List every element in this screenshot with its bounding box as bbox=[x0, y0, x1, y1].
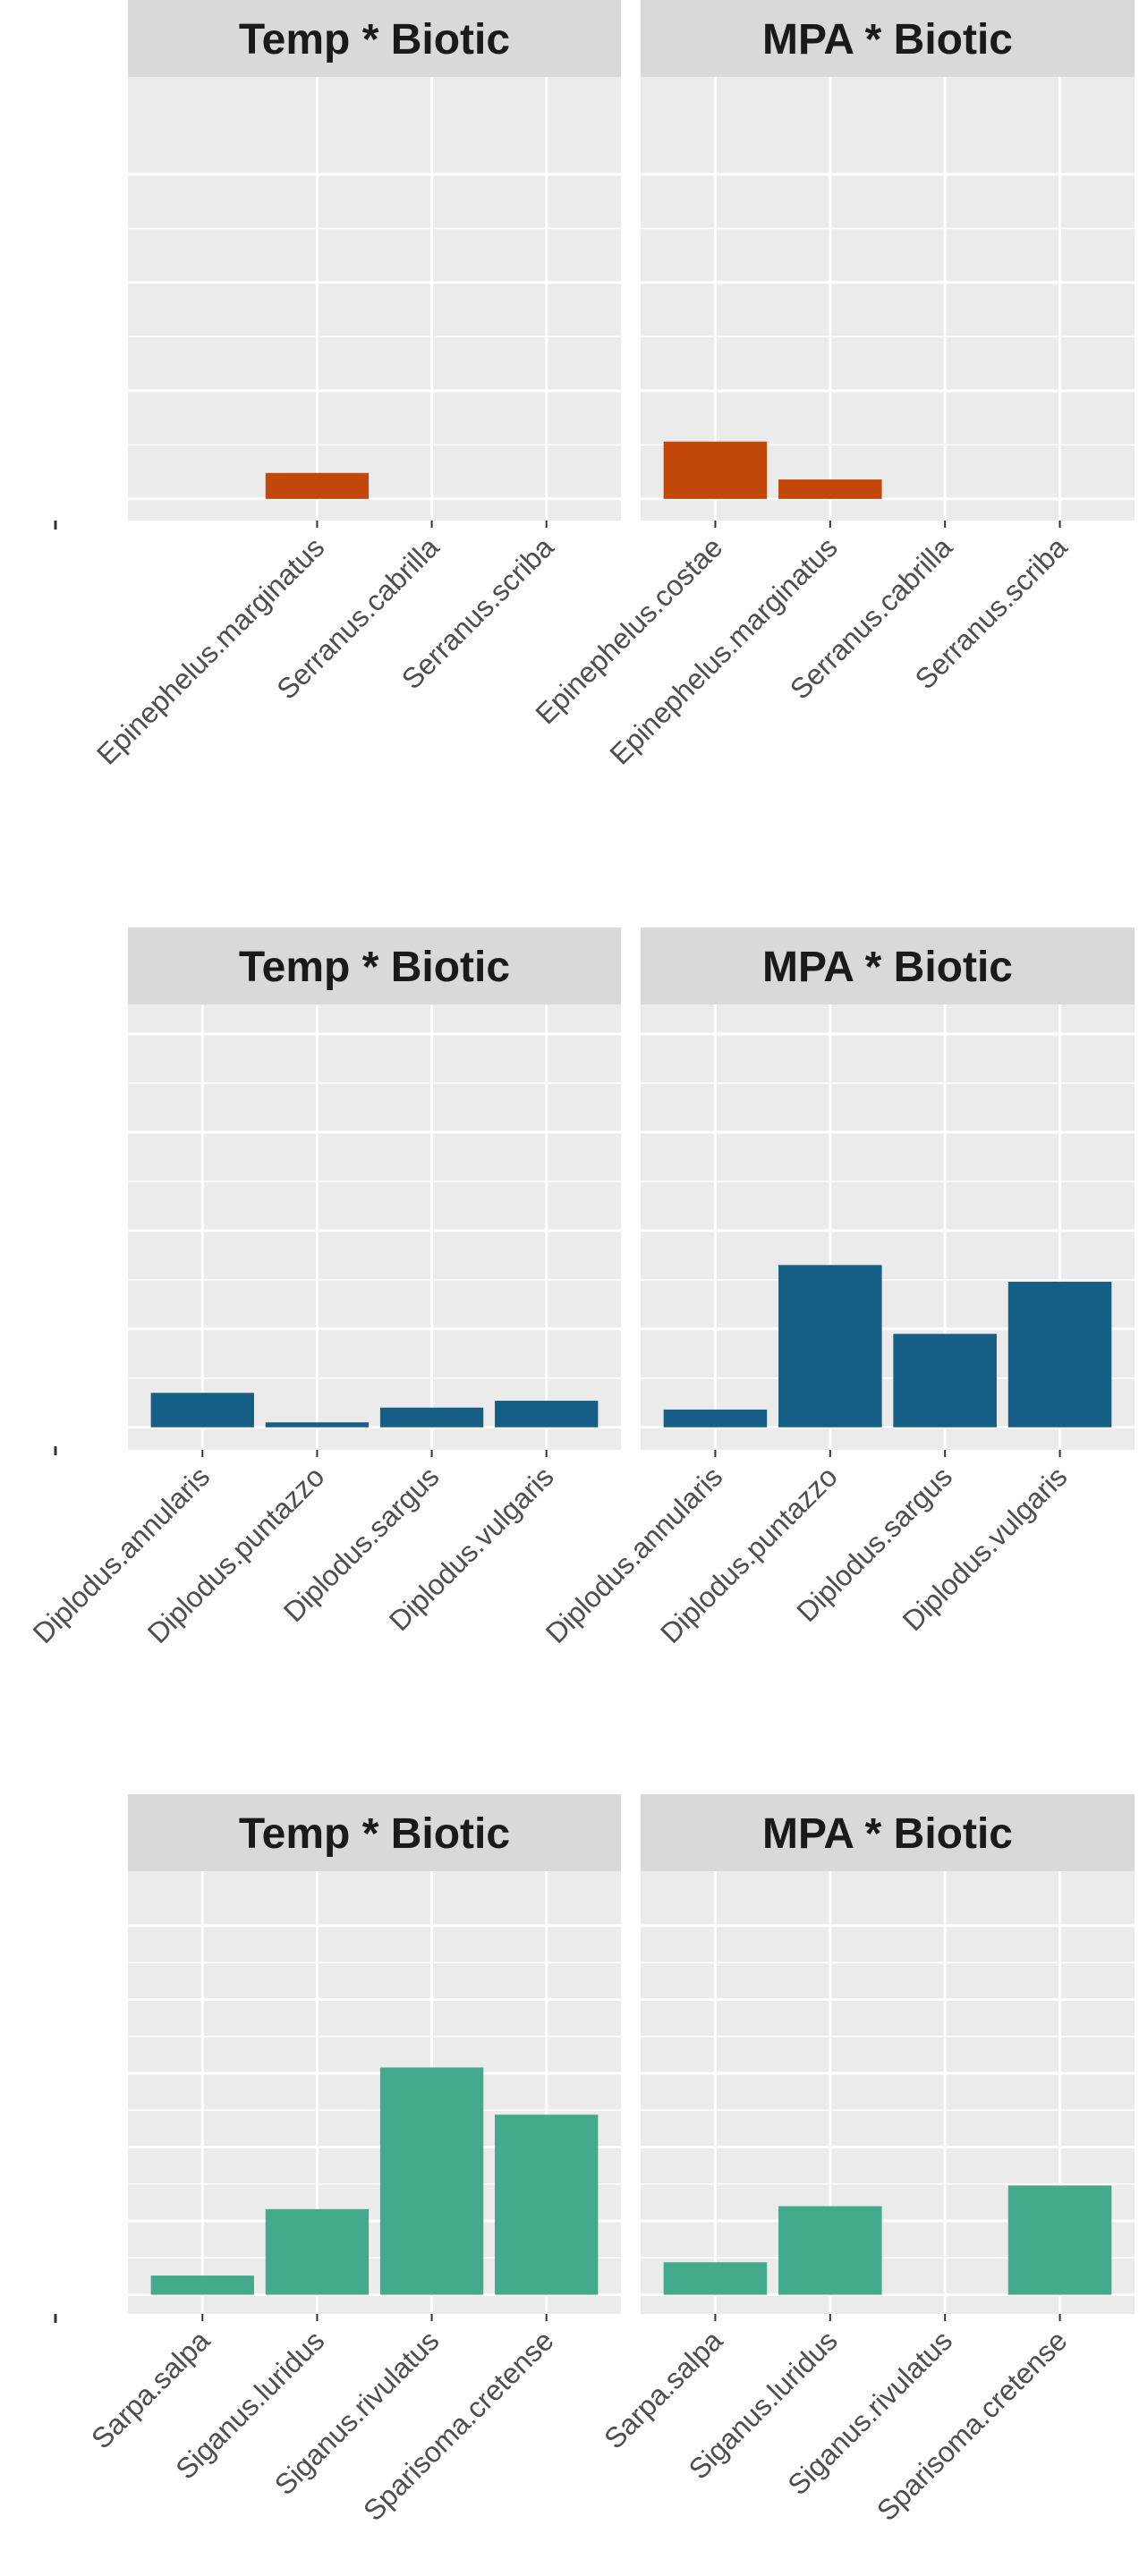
bar bbox=[778, 1265, 882, 1428]
x-tick-label: Epinephelus.marginatus bbox=[604, 530, 844, 770]
panel-title: MPA * Biotic bbox=[762, 1810, 1013, 1858]
strip bbox=[128, 928, 621, 1004]
strip bbox=[641, 0, 1135, 77]
bar bbox=[663, 441, 768, 499]
panel-title: MPA * Biotic bbox=[762, 944, 1013, 991]
panel: MPA * BioticSarpa.salpaSiganus.luridusSi… bbox=[598, 1794, 1135, 2527]
bar bbox=[663, 2262, 768, 2295]
panel-title: MPA * Biotic bbox=[762, 16, 1013, 64]
x-tick-label: Sparisoma.cretense bbox=[357, 2324, 560, 2527]
bar bbox=[265, 1422, 370, 1428]
panel: MPA * BioticDiplodus.annularisDiplodus.p… bbox=[540, 928, 1135, 1649]
strip bbox=[641, 1794, 1135, 1871]
strip bbox=[641, 928, 1135, 1004]
bar bbox=[150, 1393, 254, 1428]
bar bbox=[778, 2206, 882, 2295]
strip bbox=[128, 0, 621, 77]
x-tick-label: Epinephelus.marginatus bbox=[90, 530, 330, 770]
plot-background bbox=[128, 77, 621, 521]
panel: Temp * BioticEpinephelus.marginatusSerra… bbox=[90, 0, 621, 771]
panel-title: Temp * Biotic bbox=[239, 944, 510, 991]
bar bbox=[893, 1334, 997, 1428]
panel: Temp * BioticSarpa.salpaSiganus.luridusS… bbox=[85, 1794, 621, 2527]
x-tick-label: Sparisoma.cretense bbox=[871, 2324, 1074, 2527]
bar bbox=[495, 2114, 599, 2295]
bar bbox=[778, 479, 882, 499]
panel-title: Temp * Biotic bbox=[239, 1810, 510, 1858]
strip bbox=[128, 1794, 621, 1871]
bar bbox=[265, 472, 370, 499]
panel: Temp * BioticDiplodus.annularisDiplodus.… bbox=[27, 928, 621, 1649]
bar bbox=[1007, 2185, 1112, 2295]
bar bbox=[495, 1401, 599, 1428]
bar bbox=[265, 2208, 370, 2295]
bar bbox=[1007, 1282, 1112, 1428]
plot-background bbox=[128, 1004, 621, 1450]
bar bbox=[379, 2067, 484, 2295]
panel-title: Temp * Biotic bbox=[239, 16, 510, 64]
bar bbox=[379, 1407, 484, 1428]
bar bbox=[663, 1409, 768, 1428]
x-tick-label: Epinephelus.costae bbox=[529, 530, 728, 730]
bar bbox=[150, 2275, 254, 2295]
